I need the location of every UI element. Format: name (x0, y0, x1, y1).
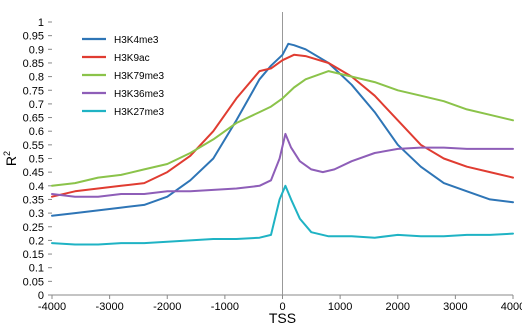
x-tick-label: 3000 (443, 301, 467, 313)
x-axis-title: TSS (269, 310, 296, 326)
y-tick-label: 0.4 (29, 181, 44, 193)
y-axis-title-base: R (3, 156, 19, 166)
y-tick-label: 0.8 (29, 72, 44, 84)
x-tick-label: -2000 (153, 301, 181, 313)
legend-label-h3k36me3: H3K36me3 (114, 89, 164, 100)
x-axis-ticks: -4000 -3000 -2000 -1000 0 1000 2000 3000 4000 (38, 295, 522, 313)
y-axis-title: R2 (2, 151, 19, 166)
x-tick-label: 0 (279, 301, 285, 313)
y-tick-label: 0.85 (23, 58, 44, 70)
y-tick-label: 0 (38, 290, 44, 302)
y-tick-label: 0.95 (23, 31, 44, 43)
y-tick-label: 0.55 (23, 140, 44, 152)
y-tick-label: 0.15 (23, 249, 44, 261)
series-line-h3k79me3 (51, 70, 514, 187)
x-tick-label: 4000 (501, 301, 522, 313)
y-tick-label: 0.65 (23, 113, 44, 125)
legend-label-h3k9ac: H3K9ac (114, 53, 150, 64)
x-tick-label: -4000 (38, 301, 66, 313)
x-tick-label: 2000 (386, 301, 410, 313)
y-tick-label: 0.2 (29, 235, 44, 247)
y-tick-label: 0.7 (29, 99, 44, 111)
y-tick-label: 0.45 (23, 167, 44, 179)
y-tick-label: 0.35 (23, 194, 44, 206)
legend-label-h3k27me3: H3K27me3 (114, 107, 164, 118)
series-line-h3k4me3 (51, 42, 514, 217)
legend-label-h3k4me3: H3K4me3 (114, 35, 159, 46)
series-line-h3k36me3 (51, 132, 514, 198)
x-tick-label: 1000 (328, 301, 352, 313)
y-tick-label: 0.5 (29, 154, 44, 166)
y-axis-ticks: 0 0.050.1 0.15 0.20.25 0.3 0.350.4 0.450.5 0.55… (23, 17, 52, 302)
y-axis-title-superscript: 2 (2, 151, 12, 156)
y-tick-label: 1 (38, 17, 44, 29)
y-tick-label: 0.6 (29, 126, 44, 138)
series-line-h3k27me3 (51, 184, 514, 246)
legend-label-h3k79me3: H3K79me3 (114, 71, 164, 82)
x-tick-label: -3000 (96, 301, 124, 313)
x-tick-label: -1000 (211, 301, 239, 313)
y-tick-label: 0.05 (23, 276, 44, 288)
y-tick-label: 0.9 (29, 44, 44, 56)
y-tick-label: 0.75 (23, 85, 44, 97)
series-layer (51, 42, 514, 246)
y-tick-label: 0.1 (29, 263, 44, 275)
legend: H3K4me3 H3K9ac H3K79me3 H3K36me3 H3K27me3 (82, 35, 164, 118)
y-tick-label: 0.3 (29, 208, 44, 220)
y-tick-label: 0.25 (23, 222, 44, 234)
series-line-h3k9ac (51, 53, 514, 198)
